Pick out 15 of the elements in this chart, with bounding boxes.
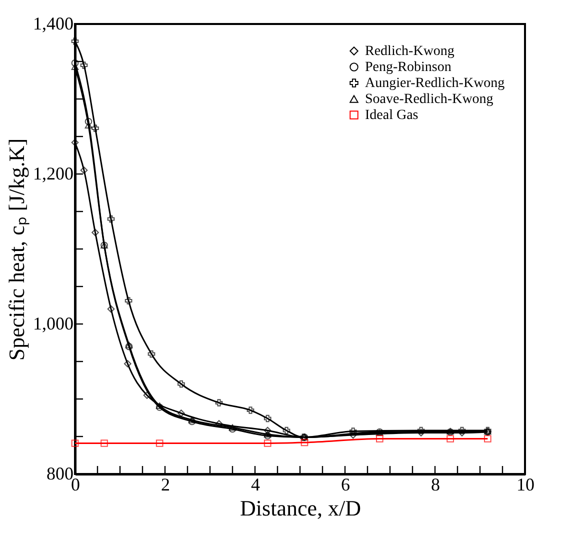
y-tick-label: 1,400 [33,14,74,34]
x-tick-label: 6 [341,474,350,494]
legend-label: Soave-Redlich-Kwong [365,92,494,107]
legend-label: Peng-Robinson [365,60,452,75]
x-tick-label: 10 [516,474,534,494]
legend-label: Ideal Gas [365,108,418,123]
x-tick-label: 4 [251,474,260,494]
legend-label: Aungier-Redlich-Kwong [365,76,505,91]
x-tick-label: 2 [161,474,170,494]
y-tick-label: 1,000 [33,314,74,334]
legend-label: Redlich-Kwong [365,44,454,59]
y-axis-title: Specific heat, cₚ [J/kg.K] [4,138,30,361]
x-tick-label: 8 [431,474,440,494]
x-axis-title: Distance, x/D [240,496,361,520]
y-tick-label: 1,200 [33,164,74,184]
